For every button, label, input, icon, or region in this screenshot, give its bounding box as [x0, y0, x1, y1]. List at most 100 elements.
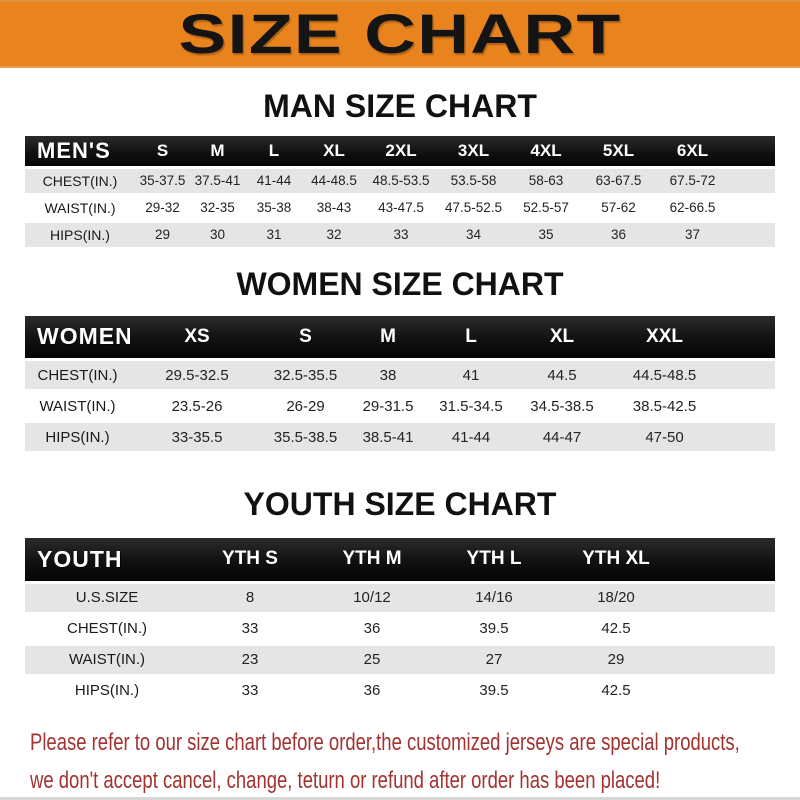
size-cell: 44-47 — [513, 421, 611, 454]
size-cell: 33 — [365, 221, 437, 250]
size-cell: 38 — [347, 359, 429, 392]
column-header: L — [245, 136, 303, 169]
column-header: YTH L — [433, 538, 555, 584]
column-header: M — [190, 136, 245, 169]
size-cell: 43-47.5 — [365, 194, 437, 223]
size-cell: 33-35.5 — [130, 421, 264, 454]
table-row: WAIST(IN.) 23 25 27 29 — [25, 644, 775, 677]
size-cell: 27 — [433, 644, 555, 677]
size-cell: 29-32 — [135, 194, 190, 223]
size-cell: 29 — [555, 644, 677, 677]
column-header: XL — [303, 136, 365, 169]
size-cell: 33 — [189, 613, 311, 646]
size-cell: 23.5-26 — [130, 390, 264, 423]
filler-cell — [730, 167, 775, 196]
size-cell: 36 — [582, 221, 655, 250]
youth-size-table: YOUTH YTH S YTH M YTH L YTH XL U.S.SIZE 8 10/1… — [25, 538, 775, 708]
table-row: WAIST(IN.) 29-32 32-35 35-38 38-43 43-47.5 47.… — [25, 194, 775, 223]
header-row: WOMEN'SXSSMLXLXXL — [25, 315, 775, 361]
size-cell: 48.5-53.5 — [365, 167, 437, 196]
column-header: YTH S — [189, 538, 311, 584]
disclaimer-line-1: Please refer to our size chart before or… — [30, 728, 740, 756]
header-row: YOUTH YTH S YTH M YTH L YTH XL — [25, 538, 775, 584]
column-header: YTH M — [311, 538, 433, 584]
size-cell: 67.5-72 — [655, 167, 730, 196]
size-cell: 63-67.5 — [582, 167, 655, 196]
column-header: M — [347, 315, 429, 361]
size-cell: 38.5-41 — [347, 421, 429, 454]
size-cell: 18/20 — [555, 582, 677, 615]
filler-cell — [677, 582, 775, 615]
table-title: MEN'S — [25, 136, 135, 169]
size-cell: 38-43 — [303, 194, 365, 223]
table-row: HIPS(IN.) 29 30 31 32 33 34 35 36 37 — [25, 221, 775, 250]
disclaimer-footer: Please refer to our size chart before or… — [0, 724, 800, 800]
table-title: WOMEN'S — [25, 315, 130, 361]
column-header: L — [429, 315, 513, 361]
size-cell: 38.5-42.5 — [611, 390, 718, 423]
size-cell: 39.5 — [433, 675, 555, 708]
size-cell: 47-50 — [611, 421, 718, 454]
column-header: 5XL — [582, 136, 655, 169]
size-cell: 35-37.5 — [135, 167, 190, 196]
women-section: WOMEN SIZE CHART WOMEN'SXSSMLXLXXL CHEST… — [0, 264, 800, 454]
table-row: CHEST(IN.) 33 36 39.5 42.5 — [25, 613, 775, 646]
size-cell: 35.5-38.5 — [264, 421, 347, 454]
size-cell: 35 — [510, 221, 582, 250]
table-row: U.S.SIZE 8 10/12 14/16 18/20 — [25, 582, 775, 615]
column-header: 6XL — [655, 136, 730, 169]
size-cell: 10/12 — [311, 582, 433, 615]
size-cell: 25 — [311, 644, 433, 677]
banner-title: SIZE CHART — [178, 2, 622, 65]
filler-cell — [718, 359, 775, 392]
size-cell: 26-29 — [264, 390, 347, 423]
row-label: HIPS(IN.) — [25, 421, 130, 454]
column-header: 2XL — [365, 136, 437, 169]
row-label: CHEST(IN.) — [25, 167, 135, 196]
filler-cell — [718, 315, 775, 361]
column-header: 4XL — [510, 136, 582, 169]
row-label: WAIST(IN.) — [25, 390, 130, 423]
filler-cell — [718, 390, 775, 423]
column-header: S — [264, 315, 347, 361]
size-cell: 36 — [311, 675, 433, 708]
table-title: YOUTH — [25, 538, 189, 584]
table-row: CHEST(IN.) 29.5-32.5 32.5-35.5 38 41 44.5 44.5… — [25, 359, 775, 392]
row-label: U.S.SIZE — [25, 582, 189, 615]
filler-cell — [677, 675, 775, 708]
size-cell: 41-44 — [245, 167, 303, 196]
size-cell: 31.5-34.5 — [429, 390, 513, 423]
size-cell: 41-44 — [429, 421, 513, 454]
column-header: YTH XL — [555, 538, 677, 584]
men-size-table: MEN'S S M L XL 2XL 3XL 4XL 5XL 6XL CHEST(IN.) 35-3… — [25, 136, 775, 250]
table-row: HIPS(IN.) 33-35.5 35.5-38.5 38.5-41 41-44 44-… — [25, 421, 775, 454]
row-label: HIPS(IN.) — [25, 675, 189, 708]
size-cell: 29 — [135, 221, 190, 250]
size-cell: 52.5-57 — [510, 194, 582, 223]
size-cell: 53.5-58 — [437, 167, 510, 196]
header-row: MEN'S S M L XL 2XL 3XL 4XL 5XL 6XL — [25, 136, 775, 169]
table-row: WAIST(IN.) 23.5-26 26-29 29-31.5 31.5-34.5 34… — [25, 390, 775, 423]
filler-cell — [730, 221, 775, 250]
size-cell: 32 — [303, 221, 365, 250]
size-cell: 39.5 — [433, 613, 555, 646]
size-cell: 32.5-35.5 — [264, 359, 347, 392]
disclaimer-line-2: we don't accept cancel, change, teturn o… — [30, 766, 661, 794]
filler-cell — [677, 538, 775, 584]
size-cell: 47.5-52.5 — [437, 194, 510, 223]
men-section-heading: MAN SIZE CHART — [263, 88, 537, 124]
men-section: MAN SIZE CHART MEN'S S M L XL 2XL 3XL 4XL 5XL 6XL… — [0, 86, 800, 250]
size-cell: 44-48.5 — [303, 167, 365, 196]
size-cell: 34.5-38.5 — [513, 390, 611, 423]
size-cell: 14/16 — [433, 582, 555, 615]
size-cell: 44.5 — [513, 359, 611, 392]
size-cell: 62-66.5 — [655, 194, 730, 223]
size-cell: 30 — [190, 221, 245, 250]
youth-section-heading: YOUTH SIZE CHART — [243, 486, 557, 522]
filler-cell — [718, 421, 775, 454]
row-label: CHEST(IN.) — [25, 359, 130, 392]
column-header: 3XL — [437, 136, 510, 169]
column-header: XS — [130, 315, 264, 361]
size-cell: 33 — [189, 675, 311, 708]
youth-section: YOUTH SIZE CHART YOUTH YTH S YTH M YTH L YTH… — [0, 484, 800, 708]
